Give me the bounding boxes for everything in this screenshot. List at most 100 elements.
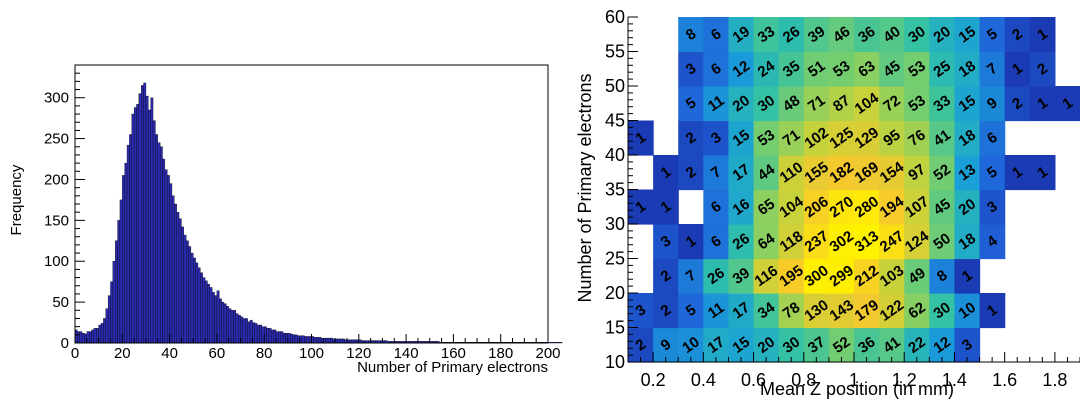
heatmap-cell — [778, 155, 805, 191]
histogram-bar — [247, 321, 251, 344]
histogram-bar — [115, 240, 118, 344]
heatmap-y-tick-label: 35 — [605, 180, 625, 200]
heatmap-cell — [954, 51, 981, 87]
heatmap-cell-label: 20 — [956, 195, 979, 218]
heatmap-cell — [753, 293, 780, 329]
heatmap-x-tick-label: 0.6 — [741, 370, 766, 390]
heatmap-cell-label: 17 — [704, 333, 727, 356]
heatmap-cell — [1029, 86, 1056, 122]
heatmap-cell — [828, 224, 855, 260]
heatmap-cell — [728, 17, 755, 53]
histogram-bar — [242, 318, 246, 344]
heatmap-cell-label: 20 — [930, 23, 953, 46]
heatmap-cell — [929, 293, 956, 329]
heatmap-cell — [703, 258, 730, 294]
histogram-bar — [292, 334, 296, 344]
heatmap-cell — [803, 17, 830, 53]
heatmap-cell — [879, 293, 905, 329]
heatmap-cell — [904, 293, 930, 329]
heatmap-cell — [854, 17, 880, 53]
heatmap-cell — [778, 224, 805, 260]
heatmap-cell — [653, 327, 679, 363]
heatmap-cell — [678, 86, 704, 122]
heatmap-cell-label: 37 — [805, 333, 828, 356]
heatmap-cell — [954, 224, 981, 260]
heatmap-cell-label: 36 — [855, 333, 878, 356]
heatmap-cell — [854, 51, 880, 87]
heatmap-cell — [778, 327, 805, 363]
histogram-bar — [230, 310, 234, 344]
histogram-bar — [77, 331, 80, 344]
heatmap-cell — [728, 120, 755, 156]
heatmap-cell — [1004, 155, 1031, 191]
heatmap-cell — [778, 120, 805, 156]
histogram-bar — [195, 262, 199, 344]
heatmap-cell — [828, 86, 855, 122]
heatmap-x-tick-label: 0.2 — [641, 370, 666, 390]
heatmap-cell-label: 26 — [730, 230, 753, 253]
heatmap-cell-label: 95 — [880, 126, 903, 149]
heatmap-cell-label: 49 — [905, 264, 928, 287]
heatmap-cell — [653, 155, 679, 191]
histogram-bar — [211, 292, 215, 344]
heatmap-cell-label: 16 — [730, 195, 753, 218]
heatmap-cell — [728, 327, 755, 363]
heatmap-cell — [954, 258, 981, 294]
heatmap-cell — [904, 189, 930, 225]
histogram-bar — [133, 107, 137, 344]
histogram-bar — [228, 308, 232, 344]
heatmap-cell — [753, 155, 780, 191]
heatmap-cell — [979, 17, 1006, 53]
heatmap-cell — [703, 51, 730, 87]
heatmap-cell — [678, 258, 704, 294]
heatmap-cell — [979, 51, 1006, 87]
heatmap-cell-label: 17 — [730, 299, 753, 322]
heatmap-cell — [828, 120, 855, 156]
heatmap-cell — [678, 120, 704, 156]
histogram-bar — [119, 199, 123, 344]
heatmap-cell-label: 52 — [930, 161, 953, 184]
heatmap-x-tick-label: 1 — [849, 370, 859, 390]
heatmap-cell — [678, 293, 704, 329]
heatmap-cell-label: 10 — [679, 333, 702, 356]
histogram-bar — [256, 324, 260, 344]
histogram-bar — [282, 333, 286, 344]
heatmap-cell — [678, 17, 704, 53]
histogram-bar — [294, 334, 298, 344]
heatmap-cell — [929, 327, 956, 363]
heatmap-cell — [879, 155, 905, 191]
heatmap-cell — [653, 258, 679, 294]
heatmap-y-tick-label: 40 — [605, 145, 625, 165]
histogram-x-tick-label: 100 — [299, 345, 324, 362]
heatmap-cell — [803, 155, 830, 191]
heatmap-cell — [929, 224, 956, 260]
histogram-bar — [313, 337, 317, 344]
heatmap-cell — [803, 293, 830, 329]
heatmap-cell — [929, 155, 956, 191]
heatmap-cell — [753, 189, 780, 225]
heatmap-y-tick-label: 55 — [605, 42, 625, 62]
heatmap-cell-label: 20 — [755, 333, 778, 356]
histogram-bar — [190, 252, 194, 344]
heatmap-cell-label: 39 — [730, 264, 753, 287]
histogram-bar — [174, 203, 177, 344]
heatmap-cell-label: 36 — [855, 23, 878, 46]
heatmap-cell — [904, 86, 930, 122]
histogram-bar — [278, 331, 281, 344]
heatmap-cell-label: 45 — [930, 195, 953, 218]
heatmap-y-tick-label: 45 — [605, 111, 625, 131]
heatmap-cell — [954, 120, 981, 156]
histogram-bar — [226, 306, 229, 344]
heatmap-cell — [778, 258, 805, 294]
histogram-bar — [327, 337, 331, 344]
histogram-bar — [188, 246, 192, 344]
histogram-bar — [193, 257, 196, 344]
heatmap-cell — [854, 86, 880, 122]
heatmap-cell — [828, 189, 855, 225]
histogram-bar — [330, 337, 333, 344]
heatmap-cell-label: 53 — [905, 92, 928, 115]
histogram-x-tick-label: 0 — [71, 345, 79, 362]
heatmap-y-tick-label: 20 — [605, 283, 625, 303]
heatmap-x-tick-label: 0.8 — [791, 370, 816, 390]
